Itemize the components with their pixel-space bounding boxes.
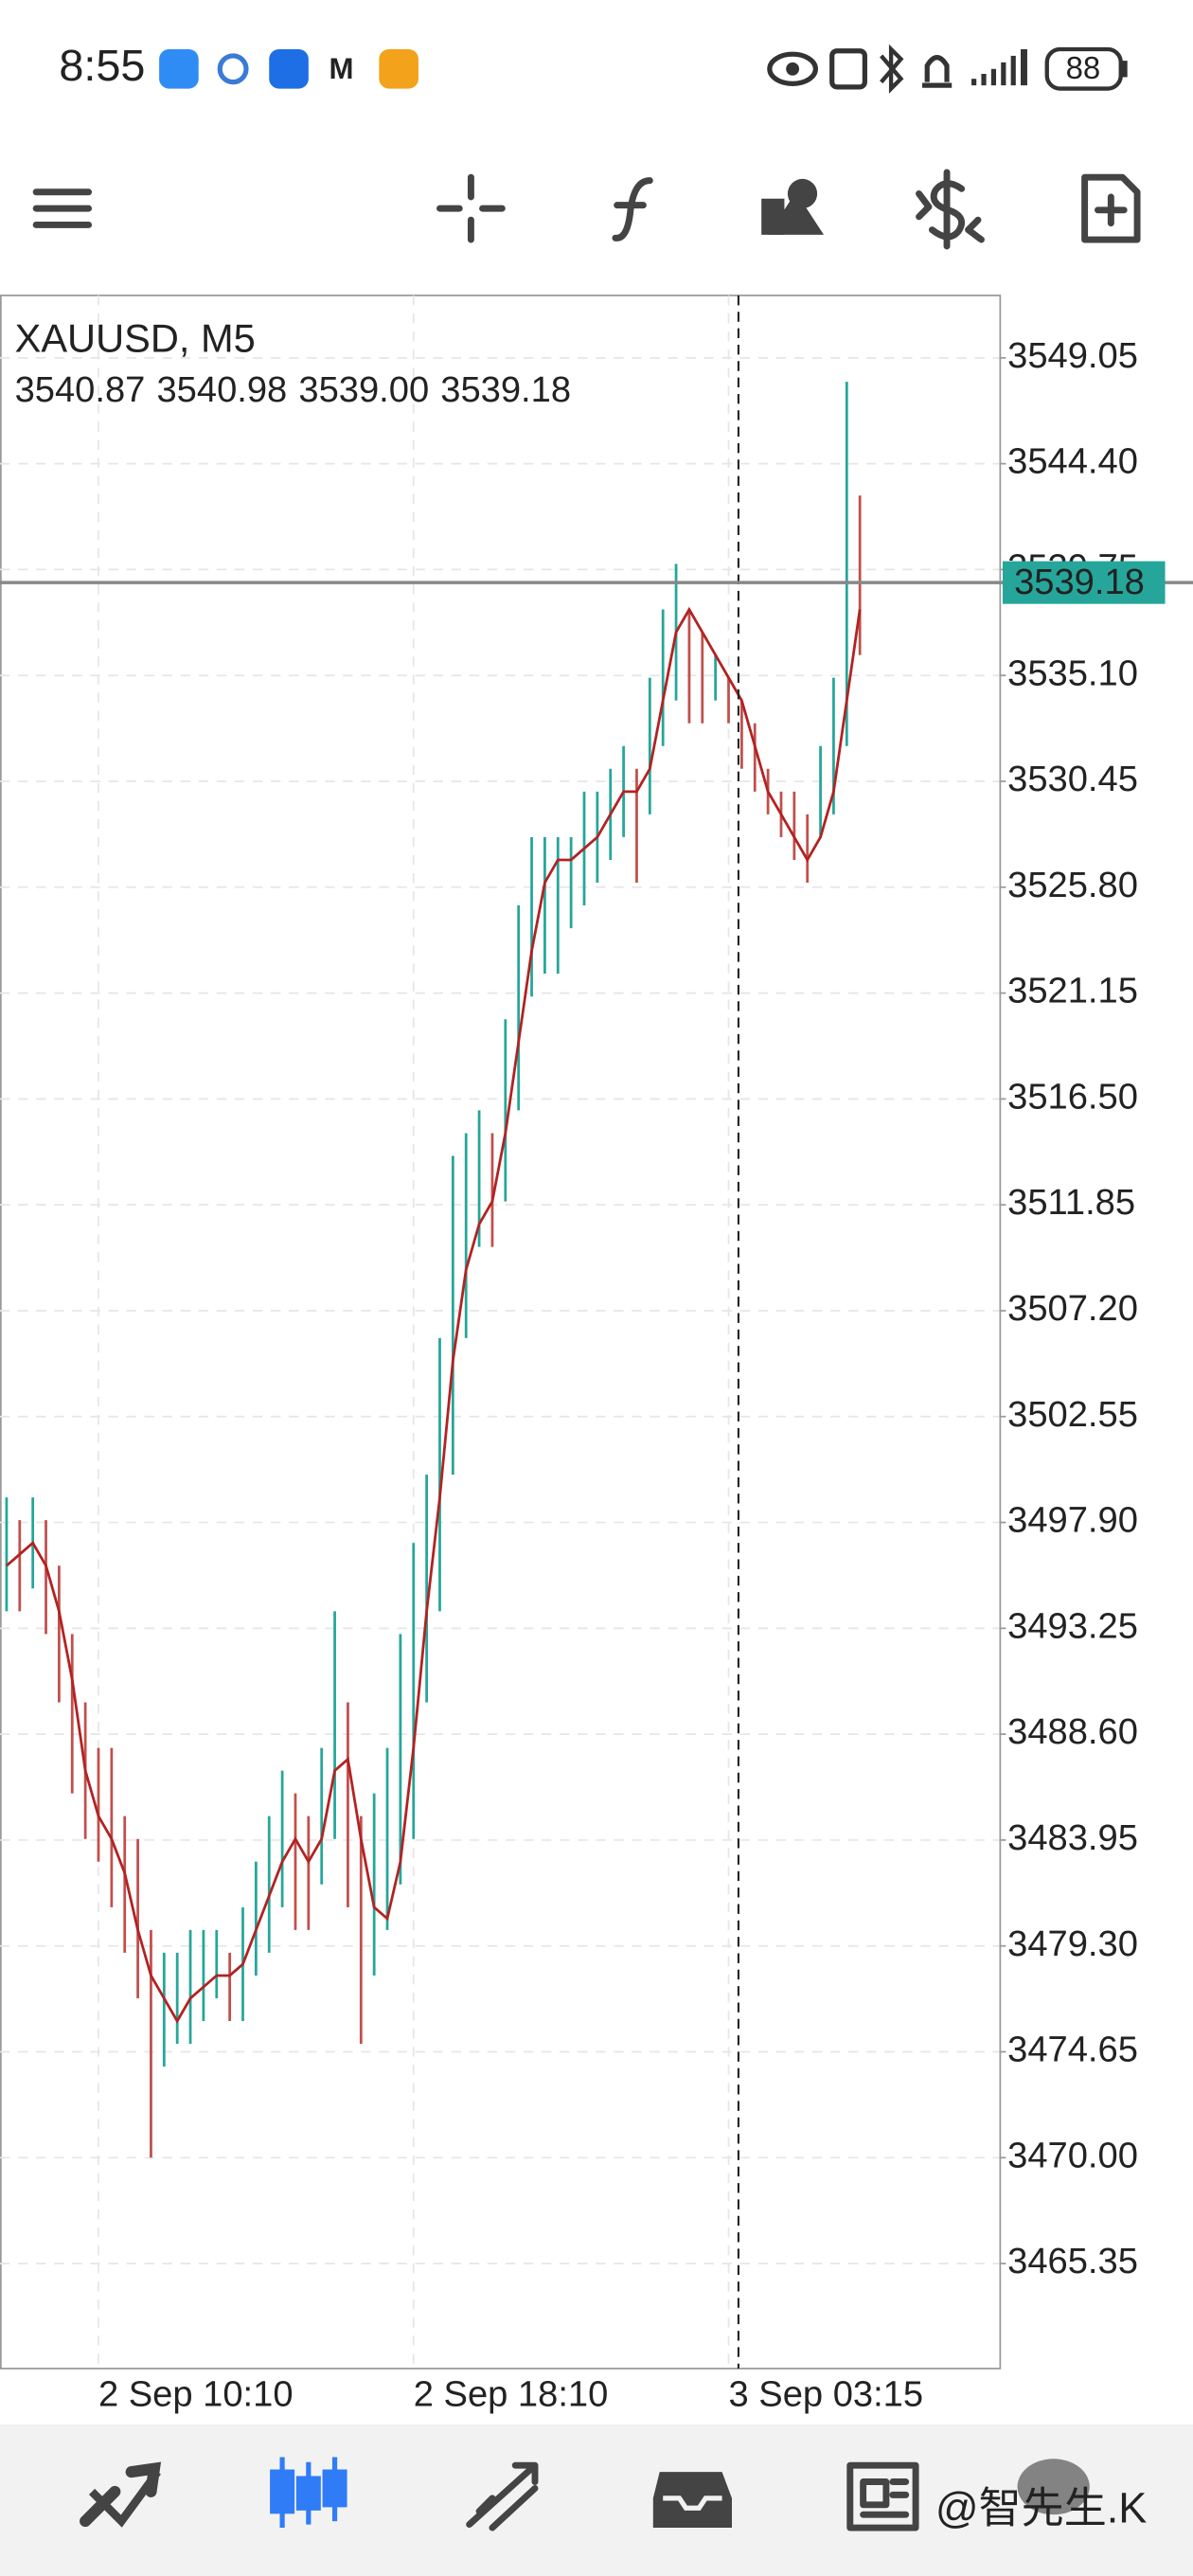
indicators-button[interactable] [612,177,653,242]
trade-tab[interactable] [466,2461,539,2531]
menu-button[interactable] [32,188,93,228]
battery-icon [1122,61,1128,78]
app-icon [159,48,199,89]
y-tick-label: 3479.30 [1007,1923,1138,1964]
quote-value: 3539.00 [298,369,429,410]
status-icon [829,48,867,90]
new-order-button[interactable] [1081,173,1141,243]
clock: 8:55 [59,41,145,90]
x-tick-label: 3 Sep 03:15 [729,2373,924,2414]
trade-button[interactable] [916,169,985,250]
y-tick-label: 3502.55 [1007,1394,1138,1435]
y-tick-label: 3549.05 [1007,335,1138,376]
y-tick-label: 3483.95 [1007,1817,1138,1858]
signal-icon [971,48,1027,86]
status-icon [922,55,953,88]
y-tick-label: 3497.90 [1007,1500,1138,1541]
status-icon [786,62,800,76]
status-icon [880,44,904,94]
app-icon [379,48,418,89]
y-tick-label: 3507.20 [1007,1288,1138,1329]
y-tick-label: 3493.25 [1007,1605,1138,1646]
news-tab[interactable] [846,2461,919,2531]
y-tick-label: 3516.50 [1007,1076,1138,1117]
status-icon [767,51,818,86]
y-tick-label: 3530.45 [1007,759,1138,799]
y-tick-label: 3465.35 [1007,2241,1138,2281]
y-tick-label: 3470.00 [1007,2135,1138,2175]
plot-frame [0,295,1002,2370]
quote-value: 3539.18 [440,369,571,410]
history-tab[interactable] [652,2472,732,2529]
bottom-nav [0,2424,1193,2576]
y-tick-label: 3535.10 [1007,653,1138,693]
app-icon: M [329,52,354,85]
x-tick-label: 2 Sep 18:10 [414,2373,609,2414]
chart-title: XAUUSD, M5 [15,315,256,360]
battery-level: 88 [1066,50,1101,85]
y-tick-label: 3544.40 [1007,441,1138,482]
current-price-label: 3539.18 [1014,562,1145,602]
messages-tab[interactable] [1017,2459,1090,2515]
y-tick-label: 3525.80 [1007,865,1138,905]
y-tick-label: 3511.85 [1007,1182,1135,1223]
y-tick-label: 3488.60 [1007,1711,1138,1752]
quote: 3540.87 3540.98 3539.00 3539.18 [15,369,571,410]
quote-value: 3540.87 [15,369,146,410]
objects-button[interactable] [761,178,825,235]
current-price-box [1002,561,1166,604]
moving-average [6,606,862,2024]
chart-tab[interactable] [270,2457,347,2529]
y-tick-label: 3521.15 [1007,971,1138,1011]
app-icon [269,48,309,89]
quotes-tab[interactable] [80,2461,162,2528]
crosshair-button[interactable] [436,173,506,243]
app-icon [217,53,249,85]
quote-value: 3540.98 [156,369,287,410]
battery-icon [1044,46,1123,91]
x-tick-label: 2 Sep 10:10 [98,2373,294,2414]
y-tick-label: 3474.65 [1007,2030,1138,2070]
watermark: @智先生.K [935,2484,1147,2532]
